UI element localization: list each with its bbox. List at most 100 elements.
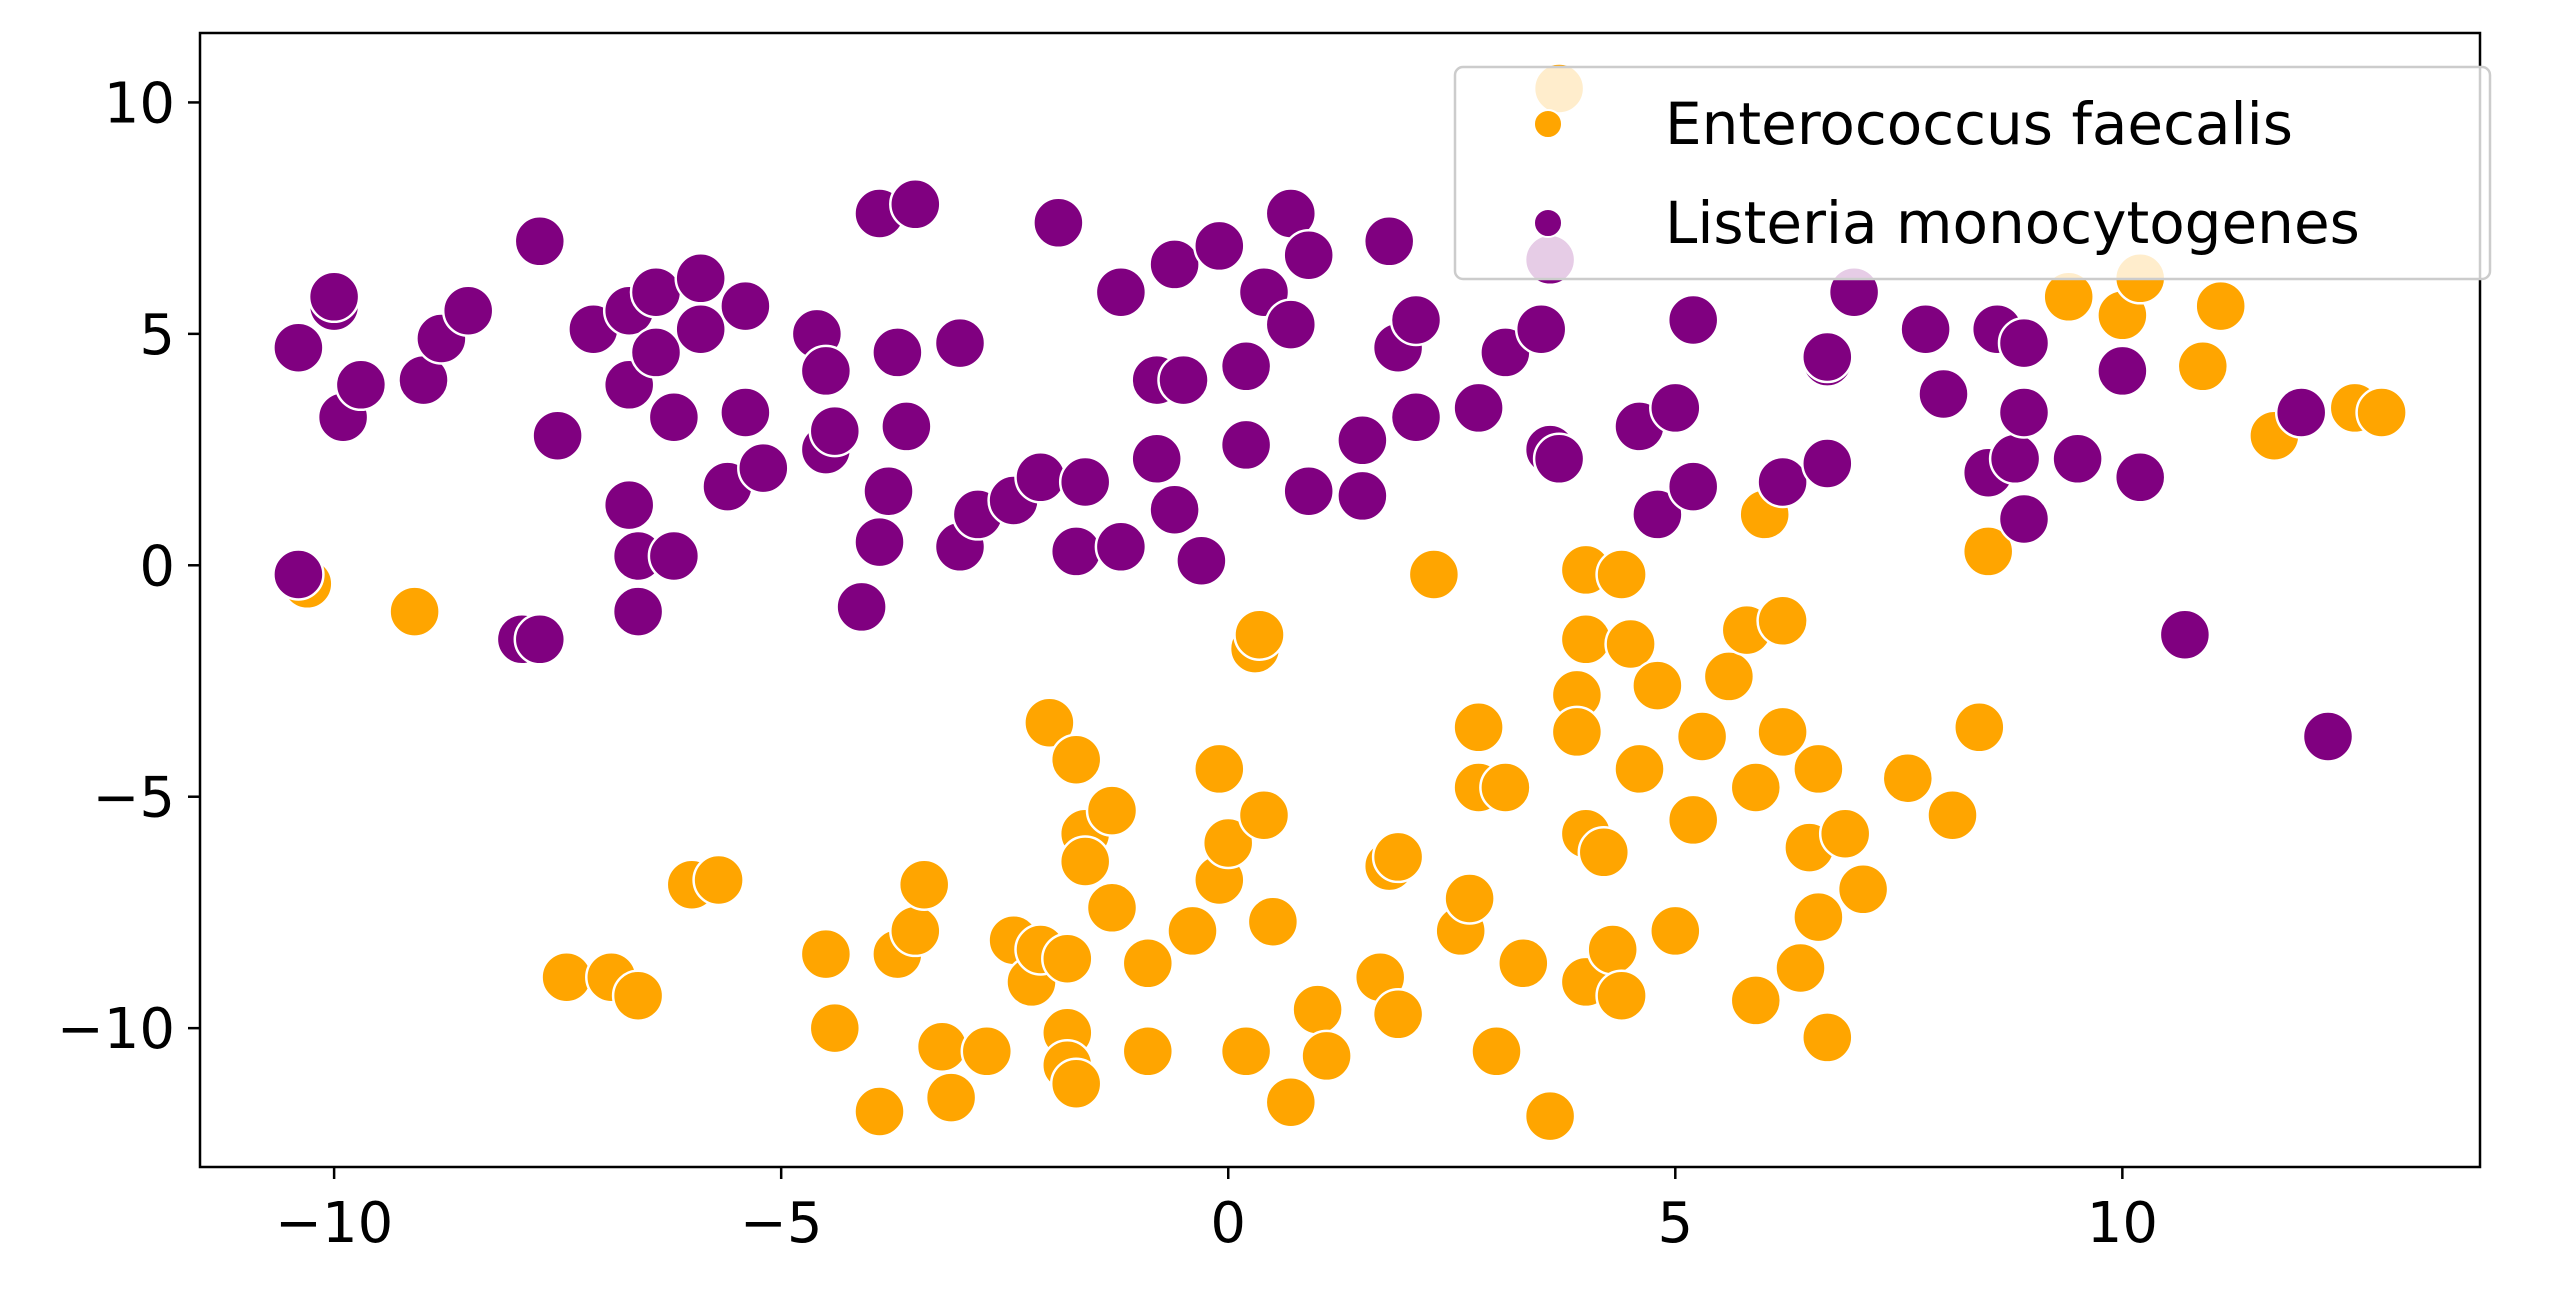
point-enterococcus-faecalis-2 (540, 950, 593, 1004)
point-enterococcus-faecalis-76 (1729, 974, 1783, 1027)
point-listeria-monocytogenes-65 (1336, 469, 1389, 523)
x-tick-label: 10 (2087, 1191, 2158, 1256)
point-enterococcus-faecalis-67 (1604, 617, 1657, 671)
point-enterococcus-faecalis-12 (897, 858, 951, 911)
point-listeria-monocytogenes-22 (647, 529, 701, 583)
point-enterococcus-faecalis-70 (1649, 904, 1702, 958)
point-enterococcus-faecalis-29 (1121, 937, 1175, 990)
y-tick-label: 5 (139, 303, 175, 368)
point-enterococcus-faecalis-15 (960, 1025, 1014, 1078)
point-listeria-monocytogenes-28 (737, 441, 790, 495)
point-listeria-monocytogenes-19 (629, 265, 683, 319)
point-enterococcus-faecalis-23 (1049, 1057, 1103, 1110)
point-listeria-monocytogenes-48 (1094, 265, 1148, 319)
point-enterococcus-faecalis-47 (1407, 548, 1461, 601)
ticks-layer: −10 −5 0 5 10 −10 −5 0 5 10 (57, 71, 2158, 1256)
point-listeria-monocytogenes-77 (1631, 488, 1684, 541)
point-enterococcus-faecalis-85 (1818, 807, 1872, 860)
point-enterococcus-faecalis-64 (1586, 923, 1639, 976)
point-listeria-monocytogenes-99 (2301, 710, 2355, 763)
point-enterococcus-faecalis-19 (1023, 696, 1076, 749)
point-enterococcus-faecalis-24 (1049, 733, 1103, 786)
point-enterococcus-faecalis-26 (1058, 835, 1112, 888)
point-enterococcus-faecalis-80 (1774, 941, 1827, 995)
point-enterococcus-faecalis-20 (1041, 932, 1094, 985)
x-tick-label: −10 (275, 1191, 393, 1256)
legend-label-listeria-monocytogenes: Listeria monocytogenes (1665, 189, 2360, 257)
point-enterococcus-faecalis-14 (924, 1071, 978, 1124)
point-listeria-monocytogenes-97 (2158, 608, 2212, 661)
x-tick-label: 5 (1657, 1191, 1693, 1256)
point-enterococcus-faecalis-32 (1193, 742, 1246, 796)
point-listeria-monocytogenes-47 (1058, 455, 1112, 509)
point-listeria-monocytogenes-10 (513, 215, 567, 268)
point-enterococcus-faecalis-68 (1613, 742, 1666, 796)
point-listeria-monocytogenes-5 (334, 358, 388, 412)
y-tick-label: −5 (92, 766, 175, 831)
point-enterococcus-faecalis-73 (1702, 650, 1756, 703)
point-enterococcus-faecalis-53 (1479, 761, 1532, 814)
point-listeria-monocytogenes-45 (1032, 196, 1085, 250)
point-listeria-monocytogenes-35 (853, 515, 906, 569)
point-enterococcus-faecalis-69 (1631, 659, 1684, 712)
point-enterococcus-faecalis-4 (611, 969, 665, 1022)
point-enterococcus-faecalis-42 (1300, 1029, 1353, 1083)
point-listeria-monocytogenes-58 (1219, 340, 1273, 393)
point-enterococcus-faecalis-7 (799, 927, 853, 981)
point-listeria-monocytogenes-75 (1532, 432, 1586, 486)
point-listeria-monocytogenes-26 (719, 279, 772, 333)
point-listeria-monocytogenes-16 (602, 478, 656, 532)
legend-marker-enterococcus-faecalis (1533, 109, 1563, 139)
point-listeria-monocytogenes-62 (1282, 228, 1335, 282)
legend-box (1453, 65, 2492, 281)
point-enterococcus-faecalis-9 (853, 1085, 906, 1138)
point-listeria-monocytogenes-79 (1666, 293, 1720, 347)
point-listeria-monocytogenes-91 (1997, 316, 2051, 370)
point-listeria-monocytogenes-23 (674, 252, 727, 305)
point-listeria-monocytogenes-1 (272, 548, 325, 601)
point-listeria-monocytogenes-51 (1130, 432, 1183, 486)
point-listeria-monocytogenes-66 (1362, 215, 1416, 268)
point-listeria-monocytogenes-46 (1049, 525, 1103, 578)
point-listeria-monocytogenes-72 (1514, 302, 1568, 356)
point-enterococcus-faecalis-55 (1523, 1089, 1577, 1143)
point-enterococcus-faecalis-72 (1675, 710, 1729, 763)
point-listeria-monocytogenes-92 (1997, 386, 2051, 439)
point-listeria-monocytogenes-53 (1148, 483, 1201, 536)
point-enterococcus-faecalis-1 (388, 585, 441, 638)
point-listeria-monocytogenes-61 (1264, 298, 1318, 351)
point-listeria-monocytogenes-64 (1336, 414, 1389, 467)
point-listeria-monocytogenes-40 (933, 316, 987, 370)
point-listeria-monocytogenes-37 (871, 326, 924, 379)
point-enterococcus-faecalis-98 (2355, 386, 2408, 439)
point-enterococcus-faecalis-41 (1291, 983, 1344, 1036)
point-listeria-monocytogenes-27 (719, 386, 772, 439)
point-enterococcus-faecalis-95 (2194, 279, 2247, 333)
point-enterococcus-faecalis-45 (1371, 830, 1425, 884)
point-enterococcus-faecalis-84 (1801, 1011, 1854, 1064)
point-enterococcus-faecalis-94 (2176, 340, 2230, 393)
point-enterococcus-faecalis-27 (1085, 784, 1139, 837)
point-listeria-monocytogenes-63 (1282, 464, 1335, 518)
point-enterococcus-faecalis-8 (808, 1001, 862, 1055)
point-enterococcus-faecalis-63 (1577, 826, 1631, 879)
point-enterococcus-faecalis-83 (1792, 890, 1845, 944)
point-enterococcus-faecalis-38 (1237, 788, 1291, 842)
point-enterococcus-faecalis-35 (1219, 1025, 1273, 1078)
point-enterococcus-faecalis-6 (692, 853, 745, 907)
point-listeria-monocytogenes-24 (674, 302, 727, 356)
point-enterococcus-faecalis-87 (1881, 751, 1935, 805)
point-listeria-monocytogenes-52 (1148, 238, 1201, 291)
point-listeria-monocytogenes-96 (2113, 451, 2167, 504)
y-tick-label: 10 (104, 71, 175, 136)
point-enterococcus-faecalis-66 (1595, 969, 1648, 1022)
legend: Enterococcus faecalis Listeria monocytog… (1453, 65, 2492, 281)
x-tick-label: 0 (1210, 1191, 1246, 1256)
point-listeria-monocytogenes-83 (1801, 330, 1854, 384)
point-listeria-monocytogenes-54 (1157, 353, 1210, 407)
point-listeria-monocytogenes-78 (1649, 381, 1702, 435)
point-listeria-monocytogenes-36 (862, 464, 915, 518)
point-listeria-monocytogenes-3 (307, 270, 361, 324)
point-enterococcus-faecalis-71 (1666, 793, 1720, 847)
